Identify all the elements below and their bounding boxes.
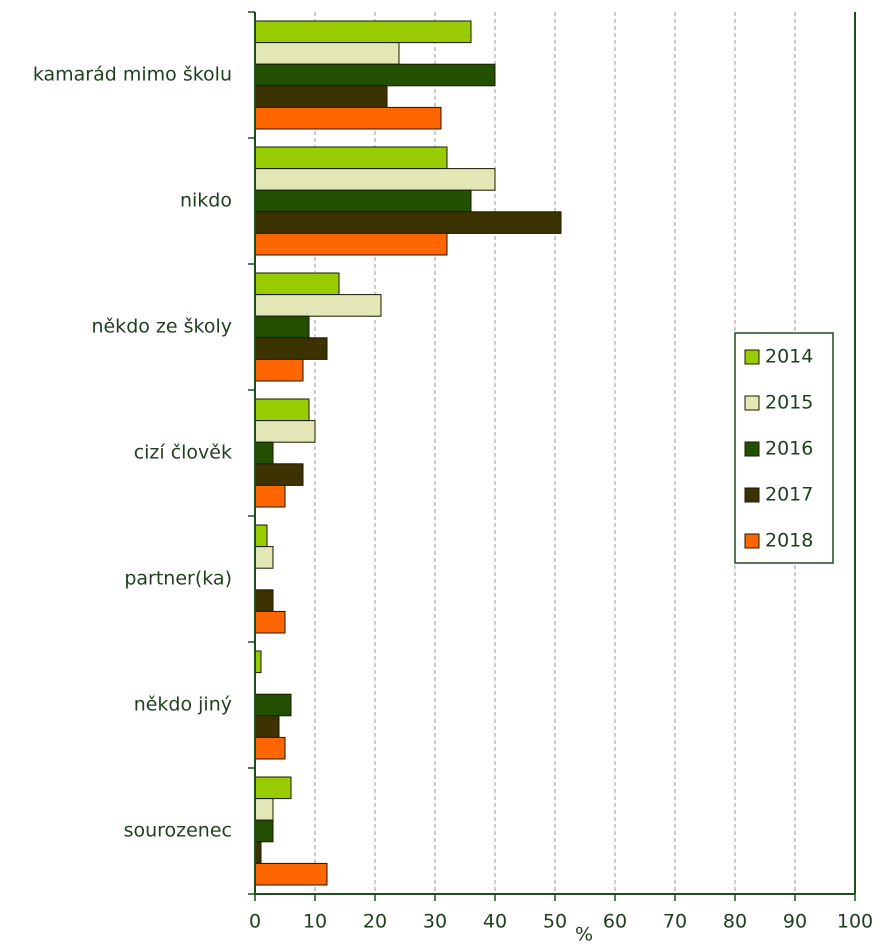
x-tick-label: 80 (723, 911, 747, 933)
y-tick-label: někdo jiný (134, 694, 232, 716)
bar (254, 610, 286, 634)
legend-label: 2017 (765, 484, 813, 506)
bar (254, 484, 286, 508)
legend-swatch (744, 533, 760, 549)
x-tick-label: 20 (363, 911, 387, 933)
legend-swatch (744, 349, 760, 365)
bar (254, 463, 304, 486)
bar (254, 819, 274, 843)
bar (254, 232, 448, 256)
x-tick-label: 90 (783, 911, 807, 933)
x-tick-label: 100 (837, 911, 873, 933)
x-tick-label: 40 (483, 911, 507, 933)
bar (254, 715, 280, 738)
bar (254, 20, 472, 44)
legend-swatch (744, 395, 760, 411)
bar (254, 337, 328, 360)
bar (254, 441, 274, 465)
bar (254, 862, 328, 886)
bar (254, 736, 286, 760)
bar (254, 589, 274, 612)
bar (254, 42, 400, 65)
y-tick-label: někdo ze školy (91, 316, 232, 338)
bar (254, 546, 274, 569)
bar (254, 146, 448, 170)
bar (254, 189, 472, 213)
bar (254, 776, 292, 800)
x-tick-label: 30 (423, 911, 447, 933)
legend-label: 2018 (765, 530, 813, 552)
bar (254, 693, 292, 717)
y-tick-label: kamarád mimo školu (33, 64, 232, 86)
bar (254, 798, 274, 821)
y-tick-label: partner(ka) (124, 568, 232, 590)
bar (254, 106, 442, 130)
bar (254, 294, 382, 317)
bar (254, 85, 388, 108)
x-axis-label: % (575, 924, 593, 944)
bar (254, 398, 310, 422)
bar (254, 272, 340, 296)
bar (254, 315, 310, 339)
x-tick-label: 60 (603, 911, 627, 933)
bar (254, 168, 496, 191)
x-tick-label: 70 (663, 911, 687, 933)
bar (254, 524, 268, 548)
x-tick-label: 10 (303, 911, 327, 933)
x-tick-label: 0 (249, 911, 261, 933)
y-tick-label: nikdo (180, 190, 232, 212)
legend-box (734, 332, 834, 564)
legend-label: 2016 (765, 438, 813, 460)
y-tick-label: sourozenec (124, 820, 232, 842)
legend-swatch (744, 487, 760, 503)
legend-label: 2014 (765, 346, 813, 368)
legend-label: 2015 (765, 392, 813, 414)
bar (254, 420, 316, 443)
y-tick-label: cizí člověk (134, 442, 232, 464)
bar (254, 63, 496, 87)
bar (254, 358, 304, 382)
bar (254, 211, 562, 234)
legend-swatch (744, 441, 760, 457)
x-tick-label: 50 (543, 911, 567, 933)
